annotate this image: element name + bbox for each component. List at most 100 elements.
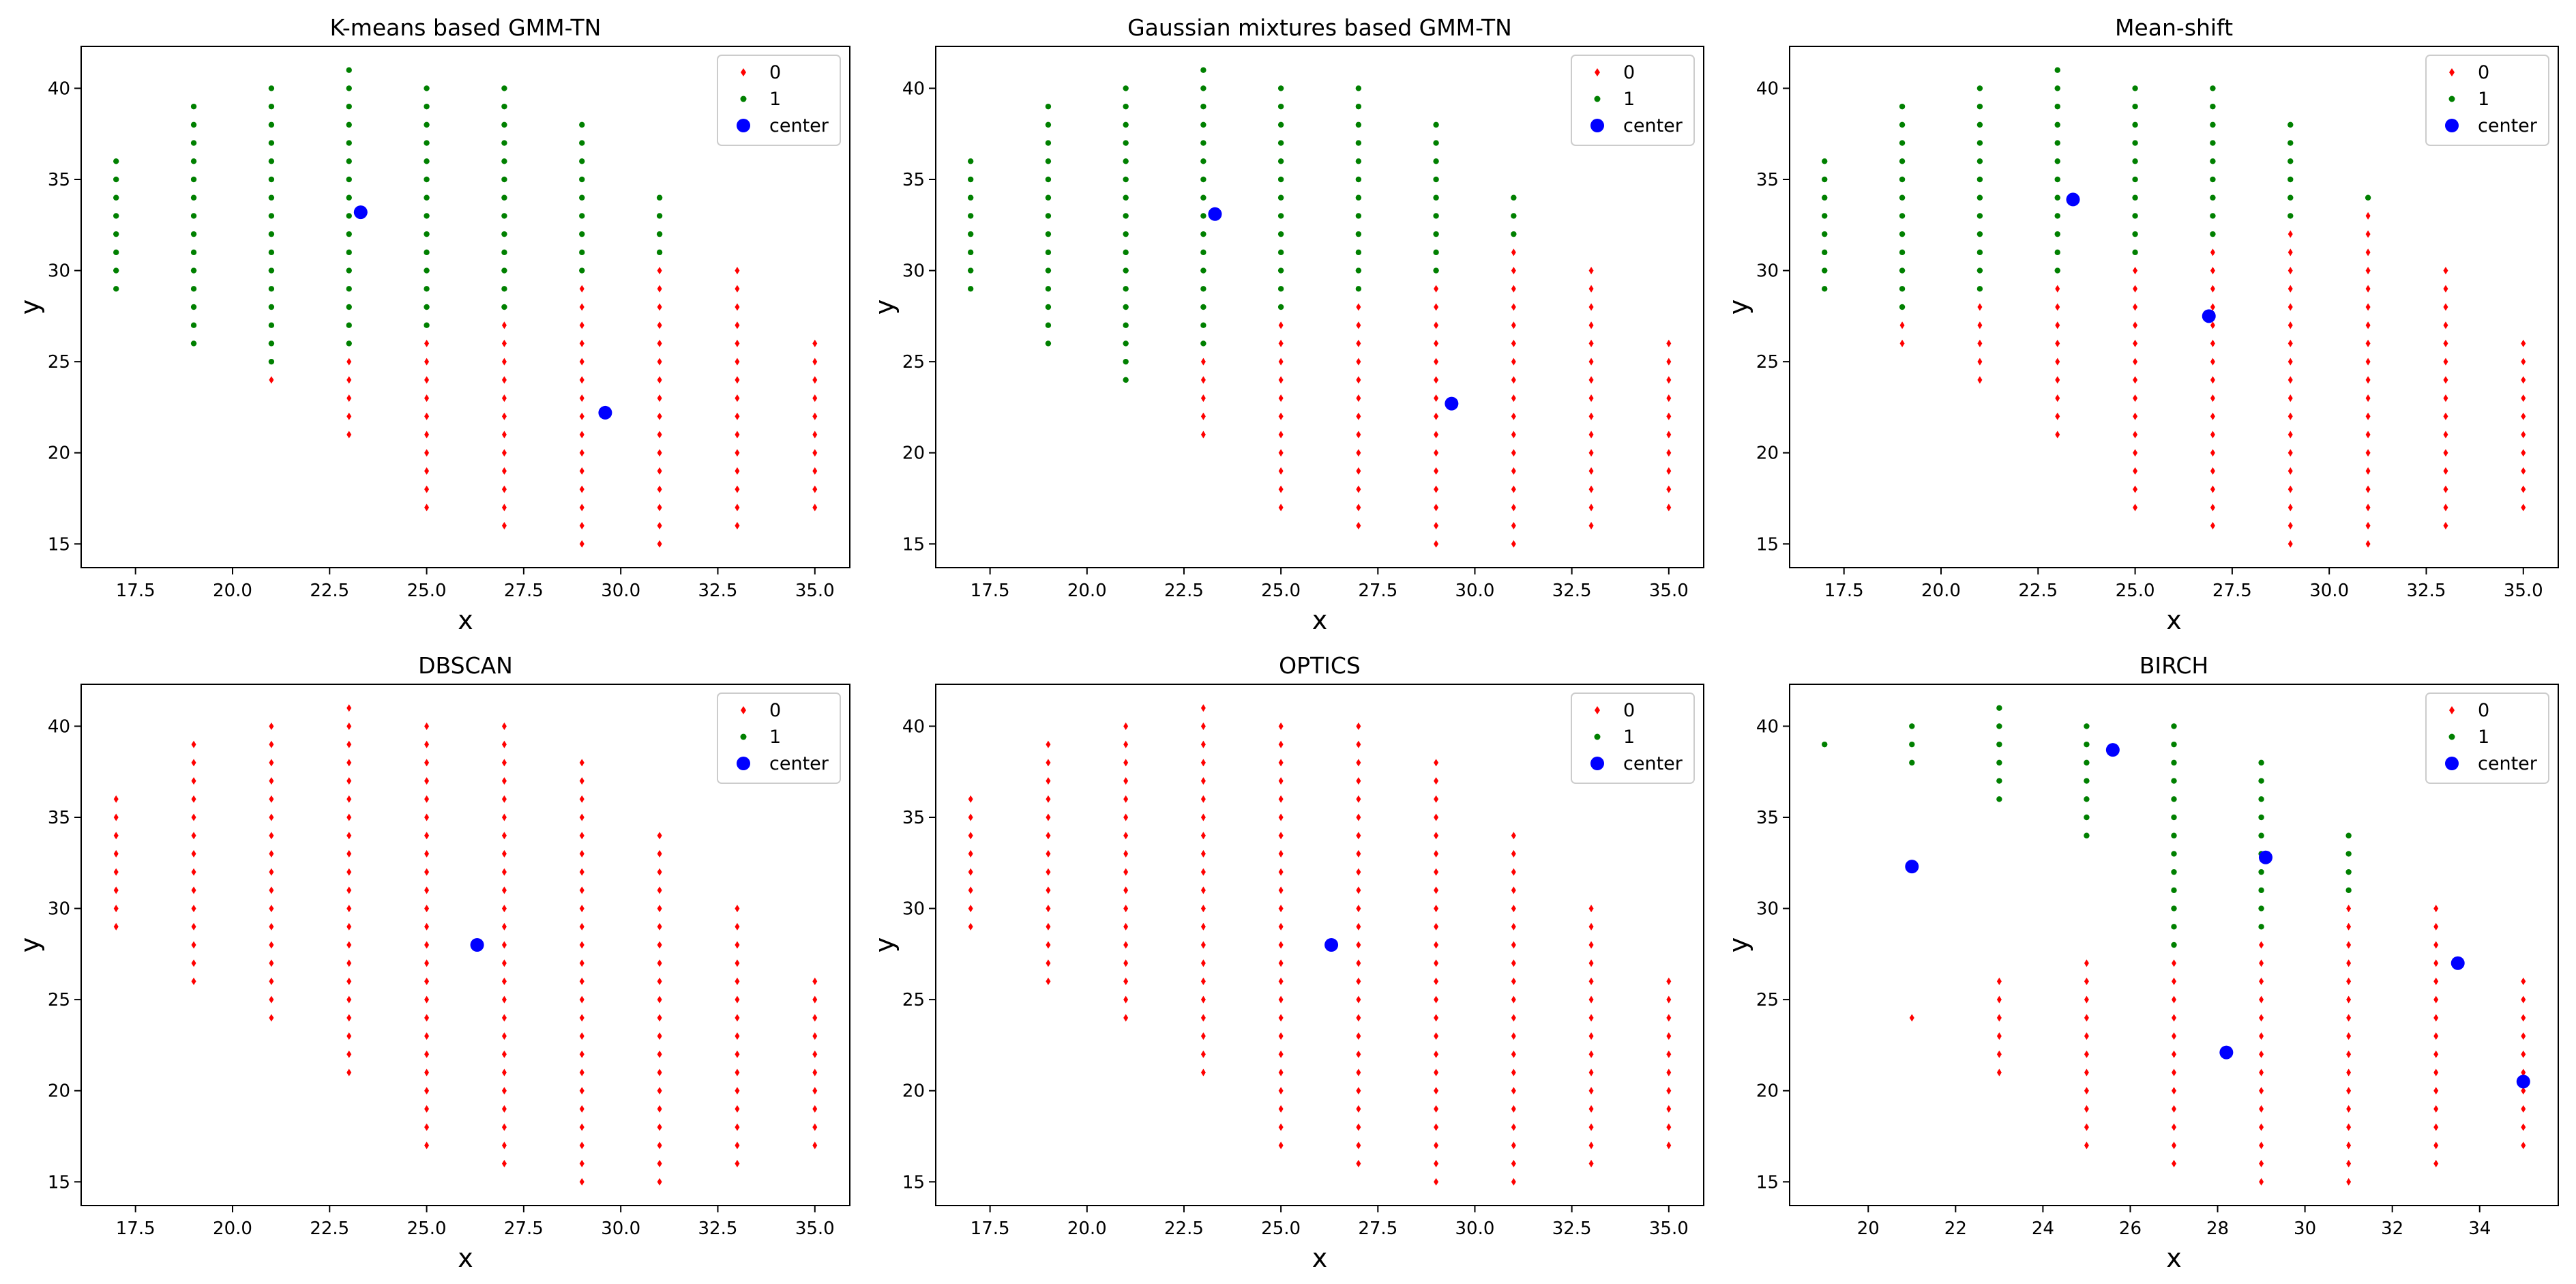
point-cluster-1: [2171, 759, 2177, 766]
point-cluster-1: [1899, 121, 1906, 128]
point-cluster-0: [501, 431, 507, 439]
point-cluster-0: [735, 1141, 740, 1150]
point-cluster-0: [501, 941, 507, 949]
point-cluster-0: [2172, 1160, 2176, 1168]
point-cluster-0: [2365, 339, 2371, 347]
x-tick-label: 22.5: [1164, 581, 1204, 601]
y-tick-label: 20: [1756, 1081, 1779, 1102]
x-tick-label: 30.0: [1455, 581, 1495, 601]
point-cluster-1: [2132, 158, 2138, 164]
point-cluster-0: [2521, 977, 2526, 985]
point-cluster-0: [2365, 211, 2371, 220]
point-cluster-1: [1433, 249, 1439, 256]
point-cluster-1: [2365, 194, 2371, 201]
point-cluster-0: [2346, 1050, 2352, 1058]
point-cluster-0: [657, 522, 662, 530]
point-cluster-0: [1356, 339, 1361, 347]
point-cluster-1: [1200, 231, 1206, 237]
point-cluster-1: [2210, 103, 2216, 110]
point-cluster-1: [2171, 887, 2177, 894]
point-cluster-0: [2133, 449, 2138, 457]
point-cluster-1: [1977, 176, 1983, 183]
point-cluster-0: [2084, 1014, 2089, 1022]
point-cluster-0: [1200, 905, 1206, 913]
point-cluster-0: [424, 449, 430, 457]
point-cluster-0: [1200, 849, 1206, 858]
point-cluster-0: [657, 431, 662, 439]
point-cluster-0: [1434, 540, 1439, 548]
point-cluster-0: [2288, 358, 2293, 366]
point-cluster-1: [2210, 213, 2216, 219]
point-cluster-0: [2443, 303, 2448, 311]
point-cluster-0: [2365, 284, 2371, 293]
point-cluster-0: [1123, 868, 1129, 876]
point-cluster-0: [1511, 303, 1516, 311]
point-cluster-0: [2084, 959, 2089, 967]
point-cluster-0: [1123, 977, 1129, 985]
point-cluster-1: [190, 140, 197, 146]
point-cluster-0: [1511, 959, 1516, 967]
point-cluster-0: [269, 977, 274, 985]
point-cluster-1: [2258, 924, 2264, 930]
point-cluster-1: [1996, 741, 2002, 748]
point-cluster-0: [1278, 358, 1284, 366]
point-cluster-0: [501, 339, 507, 347]
point-cluster-0: [2443, 431, 2448, 439]
point-cluster-0: [1356, 832, 1361, 840]
point-cluster-0: [424, 959, 430, 967]
subplot-5: OPTICS 17.5 20.0 22.5 25.0 27.5 30.0 32.5 35.0 15…: [870, 652, 1704, 1273]
point-cluster-0: [657, 1141, 662, 1150]
legend: 0 1 center: [1571, 692, 1695, 784]
point-cluster-1: [1123, 121, 1129, 128]
legend-marker-0: [2449, 68, 2455, 76]
point-cluster-0: [1996, 977, 2002, 985]
point-cluster-0: [1278, 1050, 1284, 1058]
point-cluster-0: [1588, 485, 1594, 493]
point-cluster-1: [1899, 158, 1906, 164]
point-cluster-0: [1046, 832, 1051, 840]
point-cluster-1: [501, 140, 507, 146]
point-cluster-0: [2210, 303, 2215, 311]
point-cluster-0: [2084, 1032, 2089, 1040]
point-cluster-0: [812, 394, 818, 403]
point-cluster-0: [2210, 376, 2215, 384]
point-cluster-0: [657, 485, 662, 493]
point-cluster-0: [2521, 449, 2526, 457]
point-cluster-0: [1511, 485, 1516, 493]
point-cluster-0: [2433, 1032, 2439, 1040]
center-point: [598, 405, 612, 420]
point-cluster-1: [1977, 103, 1983, 110]
point-cluster-0: [1434, 849, 1439, 858]
point-cluster-1: [579, 176, 585, 183]
point-cluster-1: [2171, 796, 2177, 802]
point-cluster-0: [2133, 431, 2138, 439]
point-cluster-0: [424, 795, 430, 803]
point-cluster-0: [501, 1105, 507, 1113]
point-cluster-0: [735, 977, 740, 985]
point-cluster-1: [1511, 194, 1517, 201]
point-cluster-0: [735, 941, 740, 949]
point-cluster-1: [1433, 158, 1439, 164]
point-cluster-1: [1045, 140, 1052, 146]
y-tick-label: 35: [1756, 808, 1779, 828]
x-tick-label: 17.5: [116, 581, 156, 601]
point-cluster-1: [2132, 231, 2138, 237]
point-cluster-0: [269, 941, 274, 949]
chart-title: DBSCAN: [418, 652, 513, 679]
legend-label-center: center: [2478, 115, 2538, 136]
point-cluster-0: [1200, 886, 1206, 894]
legend: 0 1 center: [717, 55, 841, 146]
point-cluster-1: [1899, 286, 1906, 292]
point-cluster-1: [2084, 723, 2090, 729]
x-tick-label: 22.5: [310, 581, 349, 601]
point-cluster-0: [346, 722, 352, 730]
point-cluster-0: [2172, 977, 2176, 985]
point-cluster-0: [1046, 922, 1051, 931]
point-cluster-0: [2365, 522, 2371, 530]
point-cluster-1: [501, 194, 507, 201]
point-cluster-1: [1511, 231, 1517, 237]
point-cluster-1: [2054, 103, 2060, 110]
point-cluster-0: [424, 995, 430, 1004]
point-cluster-0: [113, 813, 119, 821]
point-cluster-0: [1511, 1178, 1516, 1186]
